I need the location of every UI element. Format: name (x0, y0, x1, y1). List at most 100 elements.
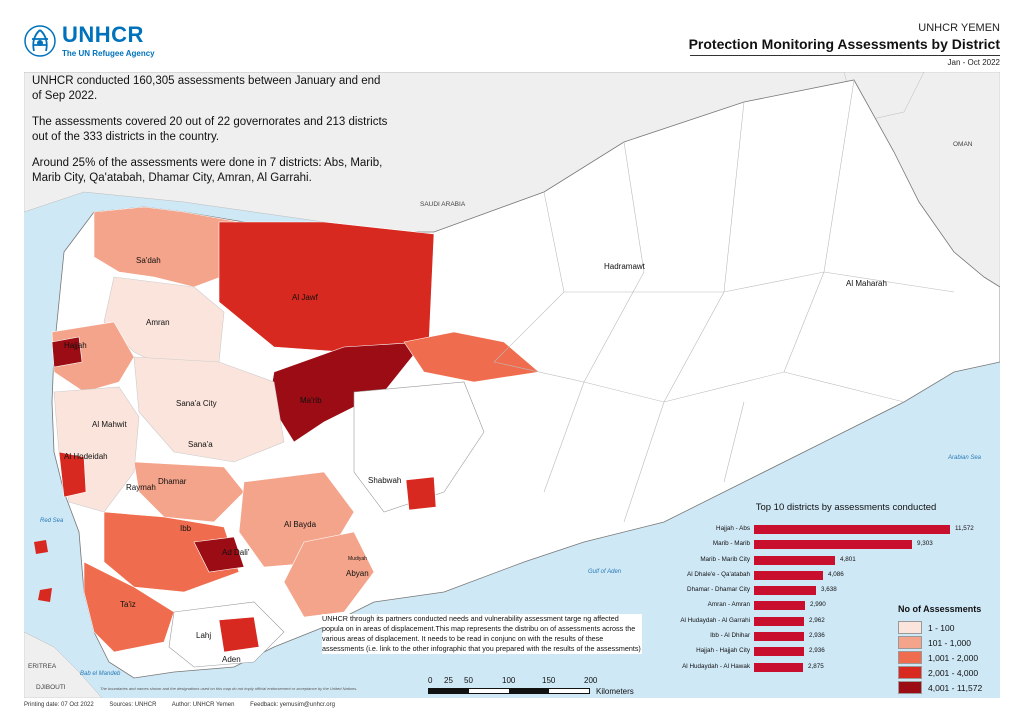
unhcr-emblem-icon (24, 25, 56, 57)
bar-label: Marib - Marib (712, 540, 750, 548)
bar-value-label: 2,936 (809, 632, 825, 640)
scale-ticks: 0 25 50 100 150 200 (428, 676, 628, 686)
label-al-mahwit: Al Mahwit (92, 420, 127, 429)
label-marib: Ma'rib (300, 396, 322, 405)
island-red-sea (38, 588, 52, 602)
scale-tick: 0 (428, 676, 433, 685)
legend-swatch (898, 651, 922, 664)
author: Author: UNHCR Yemen (171, 702, 235, 708)
label-ad-dali: Ad Dali' (222, 548, 250, 557)
label-sanaa: Sana'a (188, 440, 213, 449)
map-legend: No of Assessments 1 - 100 101 - 1,000 1,… (898, 604, 1008, 695)
bar-row: Hajjah - Abs 11,572 (636, 523, 996, 538)
scale-unit: Kilometers (596, 687, 634, 696)
bar (754, 570, 823, 580)
label-gulf-of-aden: Gulf of Aden (588, 569, 622, 575)
legend-swatch (898, 681, 922, 694)
label-eritrea: ERITREA (28, 663, 57, 670)
legend-item: 2,001 - 4,000 (898, 665, 1008, 680)
bar (754, 616, 804, 626)
bar-label: Al Hudaydah - Al Garrahi (680, 616, 750, 624)
district-abs (51, 336, 83, 368)
label-dhamar: Dhamar (158, 477, 187, 486)
label-bab-el-mandeb: Bab el Mandeb (80, 671, 121, 677)
district-shabwah-red (405, 476, 437, 511)
header: UNHCR YEMEN Protection Monitoring Assess… (689, 22, 1000, 67)
legend-label: 1 - 100 (928, 622, 955, 633)
bar-row: Al Hudaydah - Al Garrahi 2,962 (636, 615, 996, 630)
report-period: Jan - Oct 2022 (947, 58, 1000, 67)
african-coast (24, 631, 103, 698)
office-name: UNHCR YEMEN (918, 22, 1000, 34)
district-ad-dali (193, 536, 245, 573)
label-hajjah: Hajjah (64, 341, 87, 350)
logo-tagline: The UN Refugee Agency (62, 49, 155, 58)
scale-track (428, 688, 590, 694)
bar-row: Dhamar - Dhamar City 3,638 (636, 584, 996, 599)
label-al-jawf: Al Jawf (292, 293, 318, 302)
legend-swatch (898, 666, 922, 679)
legend-label: 4,001 - 11,572 (928, 682, 983, 693)
yemen-map (24, 72, 1000, 698)
district-taiz (83, 561, 175, 653)
label-taiz: Ta'iz (120, 600, 136, 609)
top10-chart: Top 10 districts by assessments conducte… (636, 502, 996, 676)
bar-row: Al Dhale'e - Qa'atabah 4,086 (636, 569, 996, 584)
district-aden (218, 616, 260, 653)
bar-row: Al Hudaydah - Al Hawak 2,875 (636, 661, 996, 676)
feedback: Feedback: yemusim@unhcr.org (250, 702, 335, 708)
legend-swatch (898, 636, 922, 649)
intro-paragraph-3: Around 25% of the assessments were done … (32, 157, 383, 184)
district-sanaa (133, 356, 285, 463)
label-lahj: Lahj (196, 631, 212, 640)
legend-label: 2,001 - 4,000 (928, 667, 979, 678)
label-oman: OMAN (953, 141, 973, 148)
district-sadah-area (93, 206, 240, 288)
bar-value-label: 11,572 (955, 525, 974, 532)
label-hadramawt: Hadramawt (604, 262, 645, 271)
bar (754, 662, 803, 672)
intro-paragraph-2: The assessments covered 20 out of 22 gov… (32, 116, 388, 143)
legend-title: No of Assessments (898, 604, 982, 614)
scale-tick: 200 (584, 676, 598, 685)
bar (754, 632, 804, 642)
bar-row: Hajjah - Hajjah City 2,936 (636, 645, 996, 660)
intro-text: UNHCR conducted 160,305 assessments betw… (32, 74, 392, 197)
legend-item: 1 - 100 (898, 620, 1008, 635)
scale-tick: 150 (542, 676, 556, 685)
unhcr-logo: UNHCR The UN Refugee Agency (24, 24, 155, 58)
scale-tick: 100 (502, 676, 516, 685)
label-aden: Aden (222, 655, 241, 664)
bar (754, 540, 912, 550)
district-ibb (103, 511, 240, 593)
bar-label: Amran - Amran (707, 601, 750, 609)
bar-value-label: 2,936 (809, 647, 825, 655)
label-amran: Amran (146, 318, 170, 327)
bar (754, 586, 816, 596)
label-red-sea: Red Sea (40, 518, 64, 524)
label-sadah: Sa'dah (136, 256, 161, 265)
bar-label: Al Hudaydah - Al Hawak (682, 662, 750, 670)
bar-label: Dhamar - Dhamar City (687, 586, 750, 594)
bar-label: Ibb - Al Dhihar (710, 632, 750, 640)
label-al-bayda: Al Bayda (284, 520, 317, 529)
bar-row: Marib - Marib 9,303 (636, 538, 996, 553)
footer: Printing date: 07 Oct 2022 Sources: UNHC… (24, 702, 349, 708)
bar-row: Amran - Amran 2,990 (636, 599, 996, 614)
label-djibouti: DJIBOUTI (36, 684, 66, 691)
title-divider (690, 55, 1000, 56)
bar (754, 647, 804, 657)
legend-label: 101 - 1,000 (928, 637, 972, 648)
page-title: Protection Monitoring Assessments by Dis… (688, 36, 1000, 52)
label-saudi-arabia: SAUDI ARABIA (420, 201, 466, 208)
printing-date: Printing date: 07 Oct 2022 (24, 702, 94, 708)
label-ibb: Ibb (180, 524, 192, 533)
legend-item: 4,001 - 11,572 (898, 680, 1008, 695)
label-abyan: Abyan (346, 569, 369, 578)
scale-tick: 25 (444, 676, 453, 685)
island-kamaran (34, 540, 48, 554)
label-al-hodeidah: Al Hodeidah (64, 452, 108, 461)
scale-tick: 50 (464, 676, 473, 685)
disclaimer: The boundaries and names shown and the d… (100, 686, 358, 691)
